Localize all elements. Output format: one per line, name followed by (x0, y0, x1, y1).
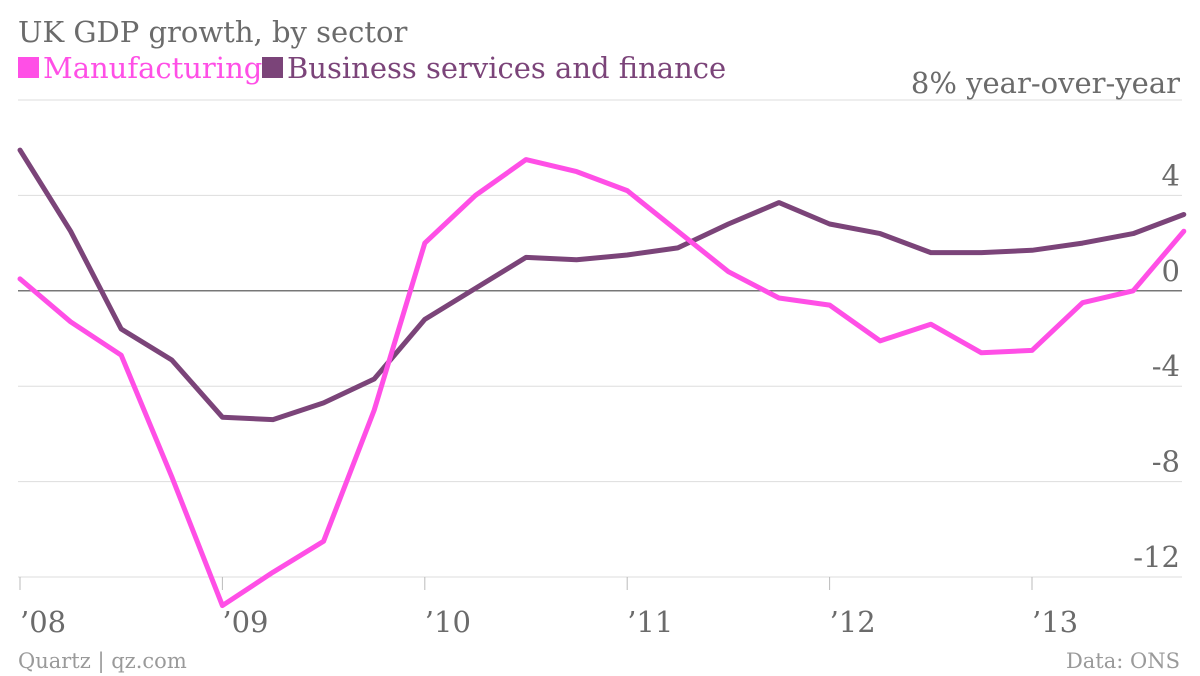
y-tick-label: 0 (1162, 254, 1180, 288)
series-line-business-services-and-finance (17, 147, 1187, 423)
x-tick-label: ’11 (627, 605, 673, 639)
legend-swatch-business (262, 57, 283, 78)
x-tick-label: ’13 (1032, 605, 1078, 639)
y-axis-labels: 4 0 -4 -8 -12 (1133, 158, 1180, 574)
y-tick-label: 4 (1162, 158, 1180, 192)
footer-source: Data: ONS (1066, 649, 1180, 673)
legend-swatch-manufacturing (18, 57, 39, 78)
y-tick-label: -8 (1152, 445, 1180, 479)
x-tick-label: ’12 (830, 605, 876, 639)
y-tick-label: -4 (1152, 349, 1180, 383)
x-tick-label: ’10 (425, 605, 471, 639)
unit-label: 8% year-over-year (911, 66, 1180, 100)
series-line-manufacturing (17, 157, 1187, 609)
legend-label-business: Business services and finance (287, 51, 726, 85)
footer-credit: Quartz | qz.com (18, 649, 187, 674)
legend-label-manufacturing: Manufacturing (43, 51, 262, 85)
chart-title: UK GDP growth, by sector (18, 15, 408, 49)
series-lines (17, 147, 1187, 609)
x-tick-label: ’08 (20, 605, 66, 639)
grid (18, 99, 1182, 578)
x-tick-label: ’09 (222, 605, 268, 639)
y-tick-label: -12 (1133, 540, 1180, 574)
x-axis: ’08 ’09 ’10 ’11 ’12 ’13 (19, 577, 1078, 639)
legend: Manufacturing Business services and fina… (18, 51, 726, 85)
